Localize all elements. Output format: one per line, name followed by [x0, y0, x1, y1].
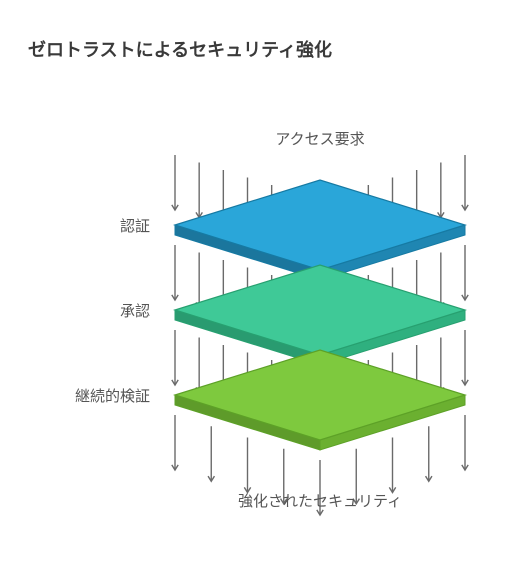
bottom-label: 強化されたセキュリティ — [238, 493, 402, 510]
figure-canvas: ゼロトラストによるセキュリティ強化 アクセス要求強化されたセキュリティ認証承認継… — [0, 0, 512, 566]
layer-label-2: 継続的検証 — [75, 388, 150, 405]
layer-label-0: 認証 — [120, 218, 150, 235]
layer-label-1: 承認 — [120, 303, 150, 320]
zero-trust-diagram: アクセス要求強化されたセキュリティ 認証承認継続的検証 — [0, 0, 512, 566]
top-label: アクセス要求 — [275, 131, 364, 148]
